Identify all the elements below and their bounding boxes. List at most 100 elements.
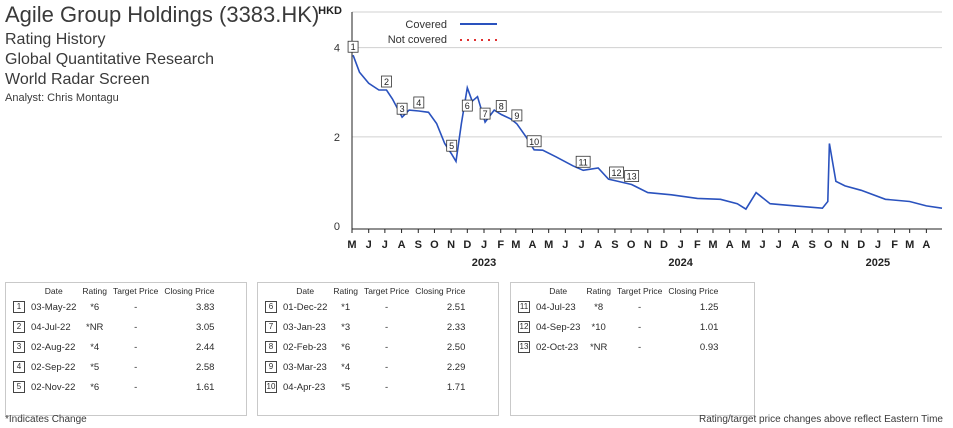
- row-closing: 1.71: [446, 381, 466, 393]
- rating-marker-label: 13: [627, 172, 637, 182]
- year-label: 2025: [866, 257, 890, 269]
- table-row: 12 04-Sep-23 *10 - 1.01: [515, 317, 721, 337]
- table-row: 5 02-Nov-22 *6 - 1.61: [10, 377, 217, 397]
- table-row: 2 04-Jul-22 *NR - 3.05: [10, 317, 217, 337]
- y-tick-label: 0: [334, 221, 340, 233]
- rating-marker-label: 8: [499, 102, 504, 112]
- x-tick-label: S: [415, 239, 422, 251]
- row-closing: 1.61: [195, 381, 215, 393]
- rating-table-1: Date Rating Target Price Closing Price 1…: [5, 282, 247, 416]
- table-row: 9 03-Mar-23 *4 - 2.29: [262, 357, 468, 377]
- rating-marker: [479, 107, 491, 120]
- x-tick-label: N: [841, 239, 849, 251]
- row-closing: 3.05: [195, 321, 215, 333]
- table-row: 6 01-Dec-22 *1 - 2.51: [262, 297, 468, 317]
- x-tick-label: J: [578, 239, 584, 251]
- row-rating: *6: [341, 341, 351, 353]
- x-tick-label: M: [741, 239, 750, 251]
- row-index: 10: [265, 381, 277, 393]
- x-tick-label: S: [808, 239, 815, 251]
- row-date: 03-May-22: [31, 301, 77, 313]
- x-tick-label: M: [708, 239, 717, 251]
- x-tick-label: S: [611, 239, 618, 251]
- rating-marker-label: 5: [449, 141, 454, 151]
- x-tick-label: J: [875, 239, 881, 251]
- x-tick-label: A: [922, 239, 930, 251]
- legend-not-covered-label: Not covered: [388, 34, 447, 46]
- row-target: -: [385, 321, 389, 333]
- x-tick-label: D: [463, 239, 471, 251]
- row-date: 02-Sep-22: [31, 361, 76, 373]
- row-date: 03-Jan-23: [283, 321, 326, 333]
- row-index: 8: [265, 341, 277, 353]
- row-date: 02-Feb-23: [283, 341, 327, 353]
- col-target: Target Price: [363, 286, 410, 296]
- col-rating: Rating: [333, 286, 358, 296]
- rating-marker: [446, 139, 458, 152]
- legend-covered-label: Covered: [405, 19, 447, 31]
- row-index: 7: [265, 321, 277, 333]
- row-index: 3: [13, 341, 25, 353]
- row-closing: 2.50: [446, 341, 466, 353]
- col-rating: Rating: [82, 286, 107, 296]
- row-closing: 1.25: [699, 301, 719, 313]
- year-label: 2024: [668, 257, 693, 269]
- rating-marker: [624, 170, 640, 182]
- y-tick-label: 2: [334, 132, 340, 144]
- table-row: 13 02-Oct-23 *NR - 0.93: [515, 337, 721, 357]
- rating-marker-label: 12: [612, 168, 622, 178]
- header: Agile Group Holdings (3383.HK) Rating Hi…: [5, 0, 319, 106]
- x-tick-label: A: [594, 239, 602, 251]
- row-date: 04-Sep-23: [536, 321, 581, 333]
- row-target: -: [385, 301, 389, 313]
- table-row: 3 02-Aug-22 *4 - 2.44: [10, 337, 217, 357]
- rating-marker-label: 6: [465, 101, 470, 111]
- row-index: 2: [13, 321, 25, 333]
- row-index: 6: [265, 301, 277, 313]
- col-target: Target Price: [616, 286, 663, 296]
- table-row: 4 02-Sep-22 *5 - 2.58: [10, 357, 217, 377]
- row-closing: 2.44: [195, 341, 215, 353]
- rating-marker: [511, 109, 523, 122]
- row-index: 9: [265, 361, 277, 373]
- table-row: 11 04-Jul-23 *8 - 1.25: [515, 297, 721, 317]
- row-target: -: [134, 301, 138, 313]
- x-tick-label: M: [544, 239, 553, 251]
- col-date: Date: [549, 286, 568, 296]
- row-index: 5: [13, 381, 25, 393]
- year-label: 2023: [472, 257, 496, 269]
- row-rating: *6: [90, 301, 100, 313]
- x-tick-label: N: [447, 239, 455, 251]
- y-tick-label: 4: [334, 43, 340, 55]
- rating-marker-label: 9: [514, 111, 519, 121]
- subtitle-rating-history: Rating History: [5, 31, 106, 48]
- row-closing: 3.83: [195, 301, 215, 313]
- rating-marker: [381, 75, 392, 88]
- x-tick-label: A: [529, 239, 537, 251]
- row-rating: *3: [341, 321, 351, 333]
- row-rating: *5: [90, 361, 100, 373]
- x-tick-label: D: [660, 239, 668, 251]
- table-row: 10 04-Apr-23 *5 - 1.71: [262, 377, 468, 397]
- x-tick-label: A: [791, 239, 799, 251]
- x-tick-label: D: [857, 239, 865, 251]
- table-row: 1 03-May-22 *6 - 3.83: [10, 297, 217, 317]
- x-tick-label: F: [694, 239, 701, 251]
- rating-marker-label: 1: [351, 42, 356, 52]
- col-rating: Rating: [586, 286, 611, 296]
- row-target: -: [638, 301, 642, 313]
- rating-marker-label: 2: [384, 77, 389, 87]
- row-index: 13: [518, 341, 530, 353]
- x-tick-label: O: [430, 239, 439, 251]
- y-axis-label: HKD: [318, 5, 342, 17]
- row-rating: *10: [591, 321, 606, 333]
- x-tick-label: J: [760, 239, 766, 251]
- row-closing: 2.29: [446, 361, 466, 373]
- page-title: Agile Group Holdings (3383.HK): [5, 2, 320, 27]
- rating-marker-label: 11: [578, 157, 587, 167]
- x-tick-label: F: [497, 239, 504, 251]
- rating-marker: [495, 100, 507, 112]
- row-index: 12: [518, 321, 530, 333]
- rating-marker: [526, 135, 542, 148]
- rating-marker-label: 4: [416, 98, 421, 108]
